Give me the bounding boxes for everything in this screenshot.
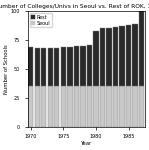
- Bar: [100, 28, 105, 86]
- Bar: [119, 26, 125, 86]
- Bar: [80, 46, 86, 86]
- Bar: [35, 48, 40, 86]
- Bar: [132, 24, 138, 86]
- Bar: [113, 86, 118, 127]
- Bar: [41, 48, 46, 86]
- Bar: [48, 48, 53, 86]
- Bar: [48, 86, 53, 127]
- Bar: [28, 47, 33, 86]
- Bar: [93, 31, 99, 86]
- Y-axis label: Number of Schools: Number of Schools: [4, 44, 9, 94]
- Bar: [80, 86, 86, 127]
- Bar: [61, 47, 66, 86]
- Bar: [100, 86, 105, 127]
- Bar: [106, 86, 112, 127]
- Bar: [67, 47, 73, 86]
- Bar: [28, 86, 33, 127]
- Bar: [54, 86, 59, 127]
- Bar: [113, 27, 118, 86]
- Bar: [139, 86, 144, 127]
- Bar: [126, 25, 131, 86]
- Bar: [106, 28, 112, 86]
- Bar: [74, 46, 79, 86]
- Bar: [126, 86, 131, 127]
- Bar: [93, 86, 99, 127]
- Bar: [41, 86, 46, 127]
- Bar: [119, 86, 125, 127]
- Bar: [54, 48, 59, 86]
- Bar: [74, 86, 79, 127]
- Bar: [35, 86, 40, 127]
- Bar: [61, 86, 66, 127]
- Bar: [132, 86, 138, 127]
- Legend: Rest, Seoul: Rest, Seoul: [30, 13, 52, 27]
- Bar: [67, 86, 73, 127]
- X-axis label: Year: Year: [81, 141, 92, 146]
- Title: Number of Colleges/Univs in Seoul vs. Rest of ROK, 1970-1987: Number of Colleges/Univs in Seoul vs. Re…: [0, 4, 149, 9]
- Bar: [87, 86, 92, 127]
- Bar: [87, 45, 92, 86]
- Bar: [139, 11, 144, 86]
